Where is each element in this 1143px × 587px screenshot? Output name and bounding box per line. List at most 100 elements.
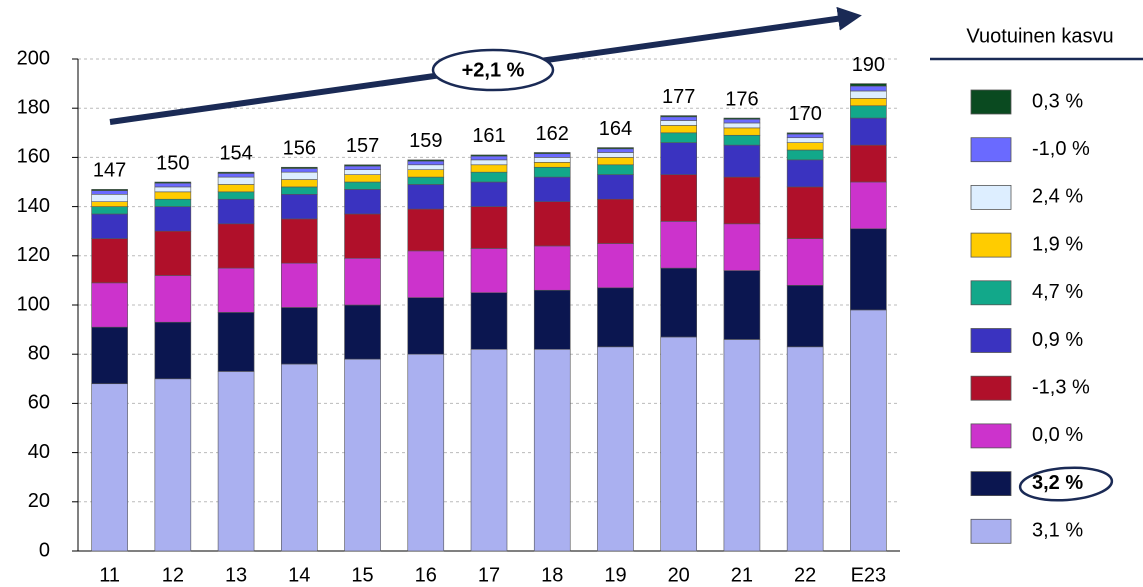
bar-segment — [470, 155, 508, 161]
bar-segment — [850, 181, 887, 230]
y-tick-label: 20 — [28, 490, 50, 512]
bar-segment — [217, 173, 255, 178]
bar-segment — [470, 292, 508, 350]
bar-segment — [154, 186, 192, 193]
total-label: 154 — [219, 142, 252, 164]
bar-segment — [344, 304, 381, 360]
bar-segment — [850, 309, 887, 552]
bar-segment — [533, 245, 571, 291]
bar-segment — [344, 174, 381, 183]
total-label: 177 — [662, 86, 695, 108]
bar-segment — [281, 166, 318, 169]
bar-segment — [91, 194, 128, 202]
legend-label: -1,3 % — [1032, 376, 1090, 398]
x-tick-label: 16 — [415, 564, 437, 586]
legend-swatch — [970, 328, 1012, 353]
bar-segment — [470, 171, 508, 183]
x-tick-label: 17 — [478, 564, 500, 586]
bar-segment — [597, 287, 634, 348]
bar-segment — [597, 148, 634, 153]
bar-segment — [786, 186, 824, 239]
bar-segment — [723, 223, 761, 271]
bar-segment — [281, 262, 318, 308]
bar-segment — [723, 270, 761, 340]
legend-swatch — [970, 137, 1012, 163]
bar-segment — [217, 198, 255, 225]
bar-segment — [660, 125, 697, 134]
legend-swatch — [970, 423, 1012, 449]
bar-segment — [786, 285, 824, 348]
bar-segment — [91, 190, 128, 195]
bar-segment — [660, 115, 697, 118]
y-tick-label: 200 — [17, 47, 50, 69]
bar-segment — [217, 184, 255, 193]
y-tick-label: 180 — [17, 96, 50, 118]
bar-segment — [597, 152, 634, 158]
bar-segment — [344, 169, 381, 175]
bar-segment — [786, 132, 824, 135]
bar-segment — [344, 165, 381, 170]
bar-segment — [281, 171, 318, 180]
bar-segment — [533, 348, 571, 552]
x-tick-label: 13 — [225, 564, 247, 586]
bar-segment — [344, 257, 381, 306]
bar-segment — [91, 326, 128, 385]
bar-segment — [660, 142, 697, 175]
total-label: 157 — [346, 135, 379, 157]
bar-segment — [786, 137, 824, 143]
x-tick-label: 22 — [794, 564, 816, 586]
bar-segment — [217, 267, 255, 313]
bar-segment — [407, 353, 445, 552]
legend-label: 3,2 % — [1032, 472, 1083, 494]
x-tick-label: E23 — [851, 564, 887, 586]
y-tick-label: 120 — [17, 244, 50, 266]
y-tick-label: 60 — [28, 392, 50, 414]
annotation-ellipse — [431, 48, 555, 92]
legend-label: -1,0 % — [1032, 138, 1090, 160]
bar-segment — [660, 174, 697, 222]
legend-label: 0,9 % — [1032, 329, 1083, 351]
bar-segment — [91, 206, 128, 215]
x-tick-label: 15 — [351, 564, 373, 586]
bar-segment — [407, 169, 445, 178]
bar-segment — [723, 176, 761, 225]
bar-segment — [597, 346, 634, 552]
bar-segment — [850, 85, 887, 92]
bar-segment — [154, 275, 192, 323]
bar-segment — [407, 208, 445, 252]
bar-segment — [344, 189, 381, 215]
bar-segment — [597, 164, 634, 175]
bar-segment — [344, 358, 381, 552]
bar-segment — [723, 127, 761, 136]
legend-swatch — [970, 89, 1012, 115]
legend-label: 4,7 % — [1032, 281, 1083, 303]
bar-segment — [533, 153, 571, 158]
legend-label: 0,0 % — [1032, 424, 1083, 446]
bar-segment — [407, 250, 445, 298]
bar-segment — [533, 157, 571, 163]
bar-segment — [344, 181, 381, 190]
bar-segment — [344, 213, 381, 259]
legend-label: 1,9 % — [1032, 233, 1083, 255]
bar-segment — [597, 243, 634, 289]
bar-segment — [217, 312, 255, 372]
bar-segment — [786, 159, 824, 188]
y-tick-label: 40 — [28, 441, 50, 463]
bar-segment — [850, 228, 887, 311]
bar-segment — [217, 176, 255, 185]
total-label: 147 — [93, 160, 126, 182]
bar-segment — [723, 144, 761, 178]
bar-segment — [470, 154, 508, 157]
bar-segment — [91, 189, 128, 191]
bar-segment — [786, 346, 824, 552]
bar-segment — [91, 383, 128, 552]
bar-segment — [281, 179, 318, 188]
legend-swatch — [970, 518, 1012, 544]
bar-segment — [154, 182, 192, 188]
bar-segment — [281, 186, 318, 195]
bar-segment — [723, 134, 761, 146]
bar-segment — [597, 174, 634, 200]
legend-label: 2,4 % — [1032, 186, 1083, 208]
bar-segment — [281, 218, 318, 264]
